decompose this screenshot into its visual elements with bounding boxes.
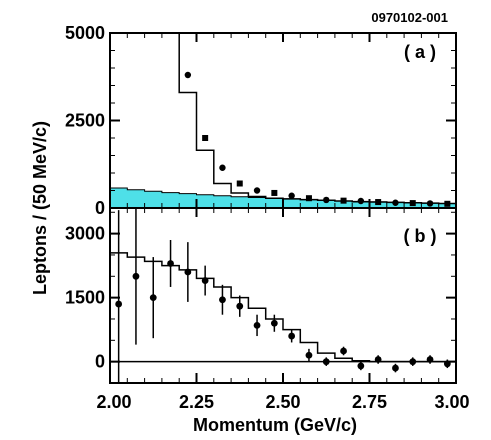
data-point [202,135,209,141]
data-point [357,362,365,370]
data-point [340,197,347,204]
panel-tag: ( b ) [404,226,437,246]
panel-a: 0 2500 5000 ( a ) [65,23,457,218]
data-point [340,347,347,355]
data-point [374,356,382,363]
data-point [392,364,399,372]
y-tick-label: 2500 [65,111,105,131]
data-point [184,71,192,79]
x-tick-label: 2.25 [179,392,214,412]
data-point [392,199,399,206]
x-tick-labels: 2.00 2.25 2.50 2.75 3.00 [96,392,469,412]
x-tick-label: 3.00 [434,392,469,412]
y-tick-label: 0 [95,198,105,218]
panel-b: 0 1500 3000 2.00 2.25 2.50 2.75 3.00 ( b ) [65,207,470,412]
data-point [115,300,123,308]
data-point [184,268,192,276]
y-tick-label: 0 [95,352,105,372]
data-point [305,195,312,202]
data-point [409,200,416,207]
data-point [219,296,226,304]
y-axis-title: Leptons / (50 MeV/c) [30,121,50,295]
y-tick-label: 1500 [65,288,105,308]
data-point [219,164,226,171]
x-axis-title: Momentum (GeV/c) [193,415,357,435]
tick-marks [109,208,457,384]
data-point [444,200,451,207]
data-point [253,187,261,194]
data-point [322,358,330,366]
data-point [426,356,434,363]
y-tick-labels: 0 2500 5000 [65,23,105,218]
x-tick-label: 2.50 [265,392,300,412]
data-point [271,189,278,196]
data-point [305,351,313,359]
data-point [323,196,330,204]
data-points [115,208,451,383]
y-tick-label: 5000 [65,23,105,43]
data-point [409,358,417,366]
data-point [132,272,140,280]
data-point [236,180,243,187]
model-histogram [109,252,456,363]
data-point [426,200,434,207]
data-point [253,321,261,329]
data-point [236,302,244,310]
data-point [149,294,157,302]
panel-tag: ( a ) [404,42,436,62]
y-tick-label: 3000 [65,224,105,244]
model-line [178,33,456,205]
data-points [184,71,451,207]
x-tick-label: 2.75 [352,392,387,412]
data-point [375,199,382,206]
data-point [201,277,209,284]
model-histogram [178,33,456,205]
data-point [270,319,278,327]
model-line [109,252,456,363]
data-point [357,197,365,205]
y-tick-labels: 0 1500 3000 [65,224,105,372]
data-point [288,332,296,340]
x-tick-label: 2.00 [96,392,131,412]
figure-id: 0970102-001 [371,10,448,25]
data-point [288,192,295,199]
data-point [167,260,174,267]
